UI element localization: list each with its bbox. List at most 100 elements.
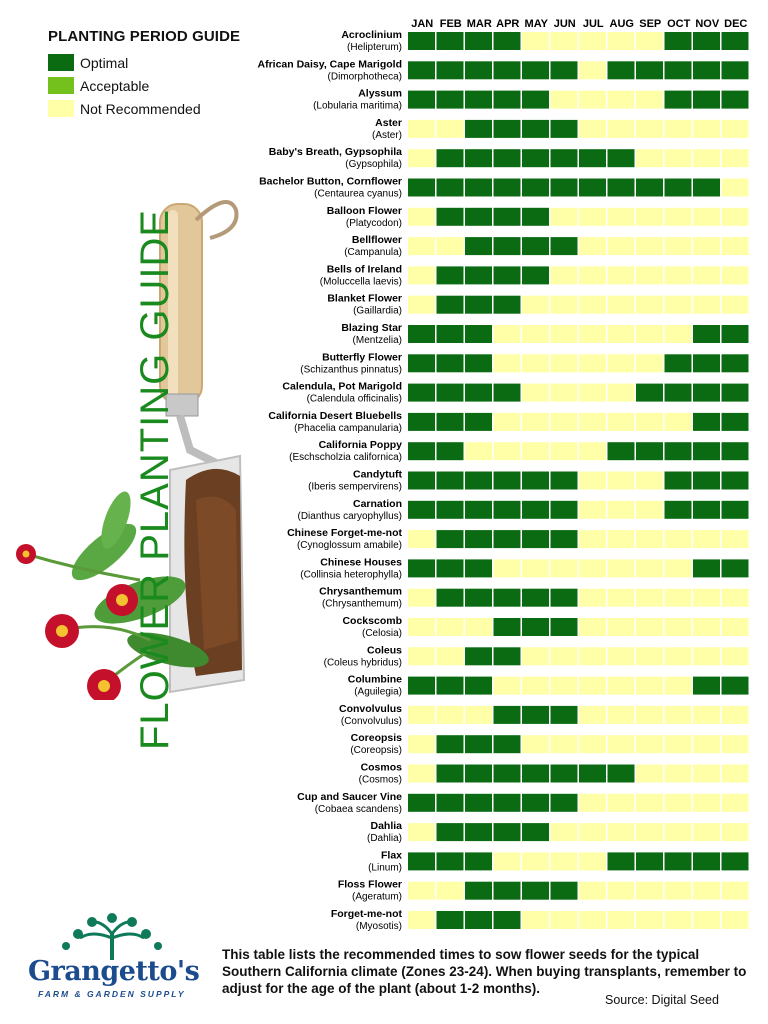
row-label-scientific: (Mentzelia) xyxy=(353,335,402,346)
heatmap-cell xyxy=(579,149,606,168)
heatmap-cell xyxy=(493,559,521,578)
heatmap-cell xyxy=(693,735,720,754)
heatmap-cell xyxy=(579,442,606,461)
heatmap-cell xyxy=(550,354,578,373)
heatmap-cell xyxy=(607,588,635,607)
heatmap-cell xyxy=(693,852,720,871)
heatmap-cell xyxy=(664,266,692,285)
heatmap-cell xyxy=(664,471,692,490)
tree-logo-icon xyxy=(62,913,162,960)
heatmap-cell xyxy=(408,354,435,373)
row-label-scientific: (Celosia) xyxy=(362,628,402,639)
row-label-name: Baby's Breath, Gypsophila xyxy=(269,146,402,158)
heatmap-cell xyxy=(721,237,749,256)
heatmap-cell xyxy=(721,676,749,695)
heatmap-cell xyxy=(636,588,663,607)
row-label-scientific: (Coleus hybridus) xyxy=(324,657,402,668)
flower-icon xyxy=(87,669,121,700)
month-header-mar: MAR xyxy=(467,18,492,30)
heatmap-cell xyxy=(664,237,692,256)
heatmap-cell xyxy=(465,647,492,666)
source-note: Source: Digital Seed xyxy=(605,993,719,1007)
heatmap-cell xyxy=(693,383,720,402)
heatmap-cell xyxy=(721,735,749,754)
heatmap-cell xyxy=(721,207,749,226)
heatmap-cell xyxy=(664,442,692,461)
heatmap-cell xyxy=(693,237,720,256)
heatmap-cell xyxy=(493,676,521,695)
heatmap-cell xyxy=(693,178,720,197)
heatmap-cell xyxy=(522,471,549,490)
heatmap-cell xyxy=(664,178,692,197)
heatmap-cell xyxy=(465,442,492,461)
heatmap-cell xyxy=(408,207,435,226)
heatmap-cell xyxy=(436,530,464,549)
heatmap-cell xyxy=(664,559,692,578)
heatmap-cell xyxy=(636,32,663,50)
heatmap-cell xyxy=(465,32,492,50)
row-label-scientific: (Myosotis) xyxy=(356,921,402,932)
heatmap-cell xyxy=(636,442,663,461)
heatmap-cell xyxy=(607,90,635,109)
heatmap-cell xyxy=(436,61,464,80)
row-label-name: Blazing Star xyxy=(341,322,402,334)
heatmap-cell xyxy=(579,705,606,724)
heatmap-cell xyxy=(579,237,606,256)
heatmap-cell xyxy=(636,852,663,871)
heatmap-cell xyxy=(636,735,663,754)
heatmap-cell xyxy=(664,207,692,226)
heatmap-cell xyxy=(493,266,521,285)
heatmap-cell xyxy=(664,618,692,636)
heatmap-cell xyxy=(408,881,435,900)
heatmap-cell xyxy=(408,149,435,168)
heatmap-cell xyxy=(522,705,549,724)
row-label-scientific: (Aguilegia) xyxy=(354,687,402,698)
heatmap-cell xyxy=(408,119,435,138)
heatmap-cell xyxy=(436,412,464,431)
heatmap-cell xyxy=(493,764,521,783)
row-label-name: California Poppy xyxy=(319,439,403,451)
heatmap-cell xyxy=(636,911,663,929)
heatmap-cell xyxy=(408,295,435,314)
heatmap-cell xyxy=(408,793,435,812)
row-label-name: Convolvulus xyxy=(339,703,402,715)
row-label-name: Cup and Saucer Vine xyxy=(297,791,402,803)
row-label-scientific: (Dianthus caryophyllus) xyxy=(298,511,403,522)
heatmap-cell xyxy=(721,412,749,431)
heatmap-cell xyxy=(436,383,464,402)
heatmap-cell xyxy=(636,412,663,431)
heatmap-cell xyxy=(408,500,435,519)
heatmap-cell xyxy=(522,530,549,549)
heatmap-cell xyxy=(664,735,692,754)
heatmap-cell xyxy=(465,588,492,607)
heatmap-cell xyxy=(636,266,663,285)
heatmap-cell xyxy=(579,500,606,519)
heatmap-cell xyxy=(636,618,663,636)
heatmap-cell xyxy=(721,852,749,871)
heatmap-cell xyxy=(664,793,692,812)
heatmap-cell xyxy=(436,207,464,226)
heatmap-cell xyxy=(493,823,521,842)
heatmap-cell xyxy=(493,90,521,109)
heatmap-cell xyxy=(550,266,578,285)
heatmap-cell xyxy=(522,295,549,314)
heatmap-cell xyxy=(607,530,635,549)
heatmap-cell xyxy=(493,207,521,226)
heatmap-cell xyxy=(522,881,549,900)
heatmap-cell xyxy=(465,823,492,842)
row-label-name: Carnation xyxy=(353,498,402,510)
heatmap-cell xyxy=(636,764,663,783)
row-label-scientific: (Platycodon) xyxy=(346,218,402,229)
heatmap-cell xyxy=(664,881,692,900)
heatmap-cell xyxy=(465,90,492,109)
heatmap-cell xyxy=(493,412,521,431)
heatmap-cell xyxy=(522,383,549,402)
heatmap-cell xyxy=(636,61,663,80)
heatmap-cell xyxy=(664,383,692,402)
heatmap-cell xyxy=(465,383,492,402)
heatmap-cell xyxy=(607,325,635,343)
heatmap-cell xyxy=(522,207,549,226)
flower-icon xyxy=(106,584,138,616)
heatmap-cell xyxy=(493,178,521,197)
legend-swatch-not-recommended xyxy=(48,100,74,117)
